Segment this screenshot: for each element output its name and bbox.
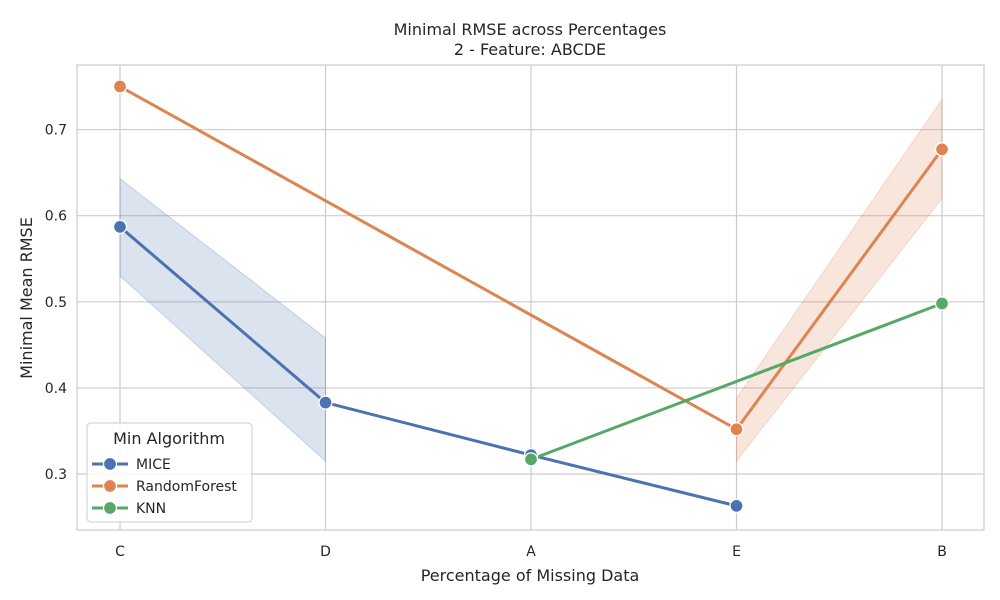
x-tick-label: E (732, 544, 741, 560)
mice-series-line (118, 225, 738, 508)
series-points (112, 79, 950, 514)
chart-title-line2: 2 - Feature: ABCDE (454, 40, 606, 59)
knn-legend-marker (102, 500, 118, 516)
y-axis-label: Minimal Mean RMSE (17, 217, 36, 379)
x-tick-label: B (937, 544, 947, 560)
legend-label-randomforest: RandomForest (136, 479, 237, 495)
mice-point (729, 498, 744, 514)
knn-series-line (529, 302, 944, 461)
legend-title: Min Algorithm (113, 429, 225, 448)
x-tick-label: C (115, 544, 125, 560)
y-tick-labels: 0.3 0.4 0.5 0.6 0.7 (45, 123, 67, 483)
mice-legend-marker (102, 456, 118, 472)
mice-confidence-band (119, 177, 326, 463)
y-tick-label: 0.5 (45, 295, 67, 311)
knn-point (934, 296, 950, 311)
mice-point (112, 219, 128, 235)
randomforest-legend-marker (102, 478, 118, 494)
x-tick-label: A (526, 544, 536, 560)
randomforest-point (729, 422, 744, 437)
x-axis-label: Percentage of Missing Data (421, 566, 640, 585)
confidence-bands (119, 97, 943, 463)
randomforest-point (112, 79, 128, 94)
mice-point (318, 395, 333, 410)
randomforest-confidence-band (736, 97, 943, 463)
y-tick-label: 0.6 (45, 209, 67, 225)
plot-frame (76, 64, 985, 531)
legend-label-knn: KNN (136, 501, 166, 517)
y-tick-label: 0.3 (45, 467, 67, 483)
legend-box (86, 422, 253, 523)
legend-label-mice: MICE (136, 457, 171, 473)
legend: Min Algorithm MICE RandomForest KNN (86, 422, 253, 523)
knn-point (523, 452, 539, 467)
x-tick-label: D (320, 544, 331, 560)
y-tick-label: 0.4 (45, 381, 67, 397)
chart-title-line1: Minimal RMSE across Percentages (394, 20, 667, 39)
y-tick-label: 0.7 (45, 123, 67, 139)
randomforest-point (934, 142, 950, 157)
